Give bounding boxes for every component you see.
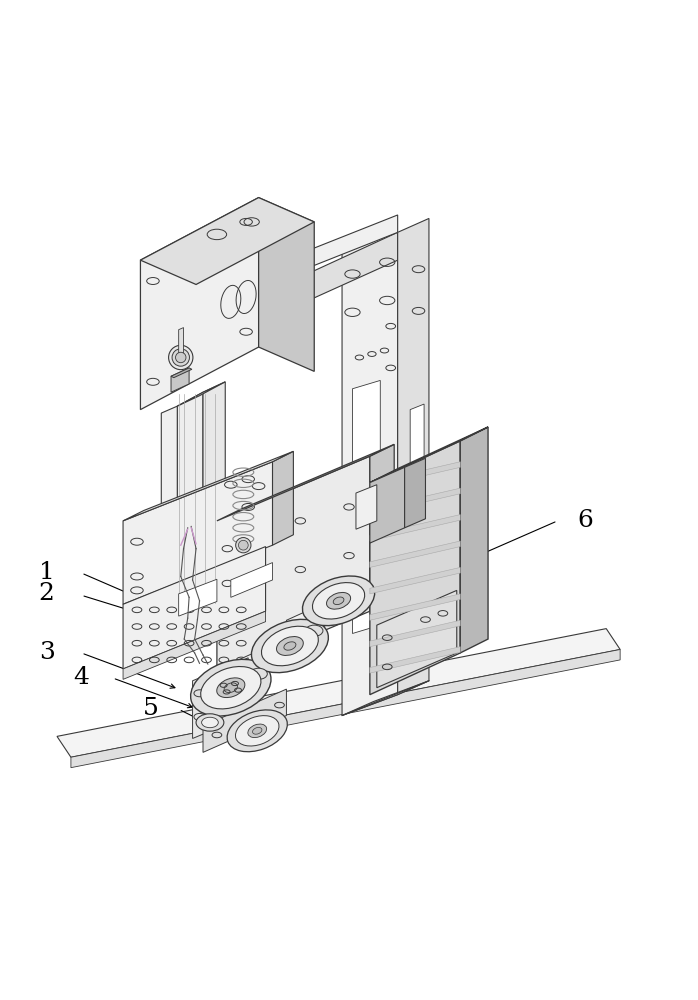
Text: 3: 3	[38, 641, 54, 664]
Ellipse shape	[251, 619, 328, 673]
Polygon shape	[57, 629, 620, 757]
Polygon shape	[370, 488, 460, 515]
Polygon shape	[370, 444, 394, 611]
Ellipse shape	[227, 710, 288, 752]
Polygon shape	[370, 647, 460, 673]
Polygon shape	[179, 579, 217, 616]
Polygon shape	[231, 563, 272, 597]
Polygon shape	[410, 522, 424, 617]
Polygon shape	[203, 689, 286, 752]
Polygon shape	[356, 485, 377, 529]
Ellipse shape	[306, 625, 323, 636]
Ellipse shape	[253, 727, 262, 734]
Polygon shape	[123, 462, 272, 604]
Ellipse shape	[175, 352, 186, 363]
Polygon shape	[352, 380, 380, 536]
Polygon shape	[370, 620, 460, 647]
Ellipse shape	[276, 637, 304, 655]
Polygon shape	[370, 467, 405, 543]
Polygon shape	[272, 451, 293, 545]
Polygon shape	[217, 456, 370, 676]
Ellipse shape	[313, 583, 364, 619]
Polygon shape	[171, 368, 192, 378]
Polygon shape	[123, 451, 293, 521]
Text: 2: 2	[38, 582, 54, 605]
Polygon shape	[342, 681, 429, 716]
Polygon shape	[231, 646, 269, 698]
Ellipse shape	[169, 345, 193, 370]
Ellipse shape	[172, 349, 189, 366]
Polygon shape	[196, 215, 398, 312]
Polygon shape	[370, 515, 460, 541]
Text: 1: 1	[38, 561, 54, 584]
Polygon shape	[370, 462, 460, 488]
Ellipse shape	[262, 626, 318, 666]
Ellipse shape	[202, 717, 218, 728]
Ellipse shape	[236, 538, 251, 553]
Polygon shape	[405, 458, 426, 528]
Polygon shape	[140, 198, 314, 284]
Polygon shape	[370, 441, 460, 695]
Polygon shape	[377, 590, 456, 688]
Ellipse shape	[327, 592, 350, 609]
Polygon shape	[370, 567, 460, 594]
Polygon shape	[370, 541, 460, 567]
Polygon shape	[71, 649, 620, 768]
Ellipse shape	[302, 576, 375, 626]
Polygon shape	[259, 198, 314, 371]
Polygon shape	[460, 427, 488, 653]
Ellipse shape	[333, 597, 344, 605]
Ellipse shape	[224, 683, 237, 693]
Text: 5: 5	[143, 697, 159, 720]
Polygon shape	[410, 404, 424, 506]
Ellipse shape	[284, 642, 296, 650]
Ellipse shape	[200, 667, 261, 709]
Ellipse shape	[250, 668, 267, 679]
Text: 6: 6	[577, 509, 593, 532]
Polygon shape	[161, 406, 177, 625]
Polygon shape	[352, 547, 380, 633]
Ellipse shape	[217, 678, 245, 698]
Polygon shape	[123, 547, 265, 669]
Polygon shape	[171, 368, 189, 392]
Polygon shape	[217, 444, 394, 521]
Ellipse shape	[191, 659, 271, 716]
Text: 4: 4	[73, 666, 89, 689]
Polygon shape	[123, 611, 265, 679]
Polygon shape	[193, 658, 248, 738]
Polygon shape	[370, 594, 460, 620]
Ellipse shape	[196, 714, 224, 731]
Polygon shape	[224, 232, 398, 339]
Ellipse shape	[239, 540, 248, 550]
Polygon shape	[342, 232, 398, 716]
Polygon shape	[179, 328, 184, 360]
Polygon shape	[203, 382, 225, 604]
Polygon shape	[177, 382, 225, 406]
Polygon shape	[177, 392, 203, 618]
Polygon shape	[196, 283, 224, 349]
Polygon shape	[370, 427, 488, 483]
Ellipse shape	[248, 724, 267, 738]
Polygon shape	[140, 198, 259, 410]
Ellipse shape	[235, 716, 279, 746]
Polygon shape	[398, 218, 429, 695]
Polygon shape	[286, 603, 325, 655]
